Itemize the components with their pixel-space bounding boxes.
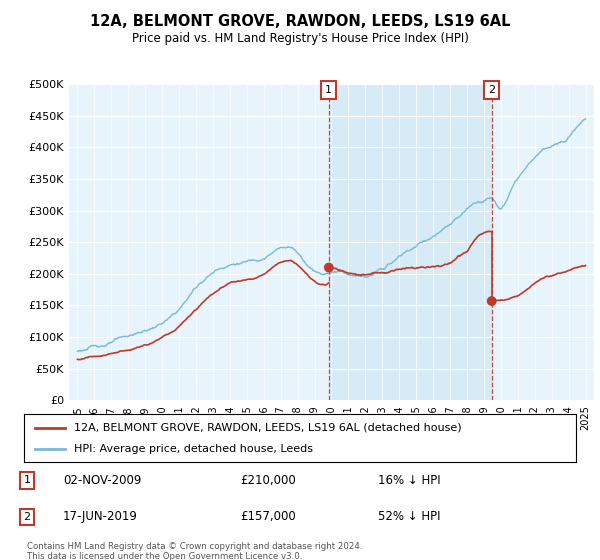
Text: 2: 2: [488, 85, 495, 95]
Text: 16% ↓ HPI: 16% ↓ HPI: [378, 474, 440, 487]
Text: 1: 1: [23, 475, 31, 486]
Text: £157,000: £157,000: [240, 510, 296, 524]
Text: 02-NOV-2009: 02-NOV-2009: [63, 474, 142, 487]
Text: 1: 1: [325, 85, 332, 95]
Text: 12A, BELMONT GROVE, RAWDON, LEEDS, LS19 6AL: 12A, BELMONT GROVE, RAWDON, LEEDS, LS19 …: [90, 14, 510, 29]
Text: £210,000: £210,000: [240, 474, 296, 487]
Text: HPI: Average price, detached house, Leeds: HPI: Average price, detached house, Leed…: [74, 444, 313, 454]
Text: 2: 2: [23, 512, 31, 522]
Bar: [329, 84, 492, 400]
Text: Contains HM Land Registry data © Crown copyright and database right 2024.: Contains HM Land Registry data © Crown c…: [27, 542, 362, 551]
Text: 12A, BELMONT GROVE, RAWDON, LEEDS, LS19 6AL (detached house): 12A, BELMONT GROVE, RAWDON, LEEDS, LS19 …: [74, 423, 461, 433]
Point: [487, 297, 497, 306]
Text: 17-JUN-2019: 17-JUN-2019: [63, 510, 138, 524]
Point: [324, 263, 334, 272]
Text: 52% ↓ HPI: 52% ↓ HPI: [378, 510, 440, 524]
Text: Price paid vs. HM Land Registry's House Price Index (HPI): Price paid vs. HM Land Registry's House …: [131, 32, 469, 45]
Text: This data is licensed under the Open Government Licence v3.0.: This data is licensed under the Open Gov…: [27, 552, 302, 560]
